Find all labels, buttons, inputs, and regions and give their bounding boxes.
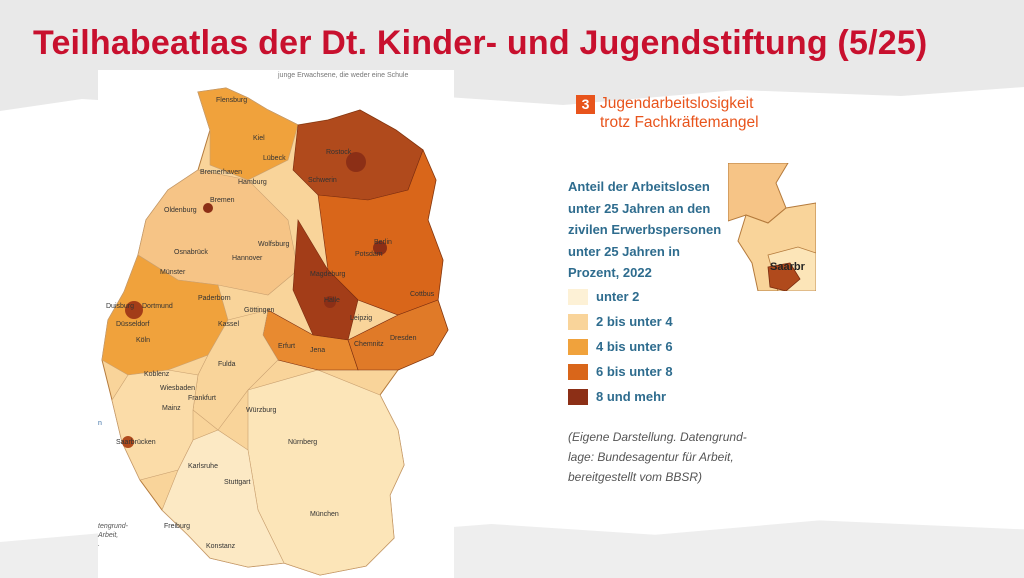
legend-item: 2 bis unter 4 [568, 312, 768, 332]
city-label-nuernberg: Nürnberg [288, 439, 317, 446]
hotspot-ruhr [125, 301, 143, 319]
city-label-kassel: Kassel [218, 321, 239, 328]
legend-swatch [568, 364, 588, 380]
inset-city-label: Saarbr [770, 261, 805, 273]
city-label-konstanz: Konstanz [206, 543, 236, 550]
hotspot-berlin [373, 241, 387, 255]
city-label-potsdam: Potsdam [355, 251, 383, 258]
legend-label: unter 2 [596, 289, 640, 304]
city-label-schwerin: Schwerin [308, 177, 337, 184]
city-label-hannover: Hannover [232, 255, 263, 262]
source-line: lage: Bundesagentur für Arbeit, [568, 450, 734, 464]
description-line: Prozent, 2022 [568, 265, 652, 280]
germany-choropleth-map: Flensburg Kiel Lübeck Rostock Bremerhave… [101, 87, 449, 576]
city-label-saarbruecken: Saarbrücken [116, 439, 156, 446]
city-label-bremen: Bremen [210, 197, 235, 204]
city-label-paderborn: Paderborn [198, 295, 231, 302]
city-label-flensburg: Flensburg [216, 97, 247, 104]
city-label-magdeburg: Magdeburg [310, 271, 346, 278]
source-note: (Eigene Darstellung. Datengrund- lage: B… [568, 427, 747, 487]
city-label-goettingen: Göttingen [244, 307, 274, 314]
source-line: (Eigene Darstellung. Datengrund- [568, 430, 747, 444]
city-label-wuerzburg: Würzburg [246, 407, 276, 414]
heading-line: Jugendarbeitslosigkeit [600, 95, 754, 112]
city-label-chemnitz: Chemnitz [354, 341, 384, 348]
inset-map-graphic [728, 163, 816, 291]
region-saxony [347, 299, 449, 371]
city-label-dortmund: Dortmund [142, 303, 173, 310]
legend-swatch [568, 314, 588, 330]
city-label-bremerhaven: Bremerhaven [200, 169, 242, 176]
hotspot-rostock [346, 152, 366, 172]
legend-item: 4 bis unter 6 [568, 337, 768, 357]
city-label-wolfsburg: Wolfsburg [258, 241, 289, 248]
city-label-oldenburg: Oldenburg [164, 207, 197, 214]
city-label-koblenz: Koblenz [144, 371, 170, 378]
map-description: Anteil der Arbeitslosen unter 25 Jahren … [568, 176, 721, 284]
city-label-cottbus: Cottbus [410, 291, 435, 298]
description-line: unter 25 Jahren an den [568, 200, 711, 216]
legend-label: 8 und mehr [596, 389, 667, 404]
legend-item: unter 2 [568, 287, 768, 307]
legend-swatch [568, 289, 588, 305]
city-label-rostock: Rostock [326, 149, 352, 156]
city-label-hamburg: Hamburg [238, 179, 267, 186]
description-line: unter 25 Jahren in [568, 243, 680, 259]
legend-label: 6 bis unter 8 [596, 364, 673, 379]
region-rhineland [111, 369, 199, 481]
city-label-frankfurt: Frankfurt [188, 395, 216, 402]
city-label-muenchen: München [310, 511, 339, 518]
side-note-line: Arbeit, [98, 532, 119, 539]
hotspot-saarland [122, 436, 134, 448]
inset-region [767, 262, 801, 291]
city-label-wiesbaden: Wiesbaden [160, 385, 195, 392]
city-label-halle: Halle [324, 297, 340, 304]
city-label-karlsruhe: Karlsruhe [188, 463, 218, 470]
legend-swatch [568, 339, 588, 355]
city-label-stuttgart: Stuttgart [224, 479, 251, 486]
legend-label: 4 bis unter 6 [596, 339, 673, 354]
legend-label: 2 bis unter 4 [596, 314, 673, 329]
chapter-badge: 3 [576, 95, 595, 114]
city-label-osnabrueck: Osnabrück [174, 249, 208, 256]
source-line: bereitgestellt vom BBSR) [568, 470, 703, 484]
city-label-fulda: Fulda [218, 361, 236, 368]
map-side-note: tengrund- Arbeit, . [98, 522, 128, 549]
hotspot-bremen [203, 203, 213, 213]
region-schleswig [197, 87, 299, 181]
saarland-inset-map: Saarbr [728, 163, 816, 291]
side-note-line: tengrund- [98, 523, 128, 530]
legend-panel: 3 Jugendarbeitslosigkeit trotz Fachkräft… [560, 90, 820, 500]
heading-line: trotz Fachkräftemangel [600, 114, 759, 131]
city-label-kiel: Kiel [253, 135, 265, 142]
city-label-dresden: Dresden [390, 335, 417, 342]
legend-item: 6 bis unter 8 [568, 362, 768, 382]
map-top-caption: junge Erwachsene, die weder eine Schule [278, 72, 409, 79]
germany-map-figure: Flensburg Kiel Lübeck Rostock Bremerhave… [98, 70, 454, 578]
side-note-line: . [98, 541, 100, 548]
city-label-mainz: Mainz [162, 405, 181, 412]
slide-title: Teilhabeatlas der Dt. Kinder- und Jugend… [33, 24, 928, 62]
city-label-berlin: Berlin [374, 239, 392, 246]
legend-swatch [568, 389, 588, 405]
city-label-erfurt: Erfurt [278, 343, 295, 350]
hotspot-halle [324, 296, 336, 308]
legend-item: 8 und mehr [568, 387, 768, 407]
city-label-muenster: Münster [160, 269, 186, 276]
city-label-luebeck: Lübeck [263, 155, 286, 162]
city-label-jena: Jena [310, 347, 325, 354]
city-label-duesseldorf: Düsseldorf [116, 321, 150, 328]
city-label-leipzig: Leipzig [350, 315, 372, 322]
city-label-koeln: Köln [136, 337, 150, 344]
map-left-fragment: n [98, 420, 102, 427]
description-line: zivilen Erwerbspersonen [568, 222, 722, 237]
city-label-freiburg: Freiburg [164, 523, 190, 530]
city-label-duisburg: Duisburg [106, 303, 134, 310]
legend-heading: Jugendarbeitslosigkeit trotz Fachkräftem… [600, 94, 759, 132]
description-line: Anteil der Arbeitslosen [568, 179, 710, 194]
